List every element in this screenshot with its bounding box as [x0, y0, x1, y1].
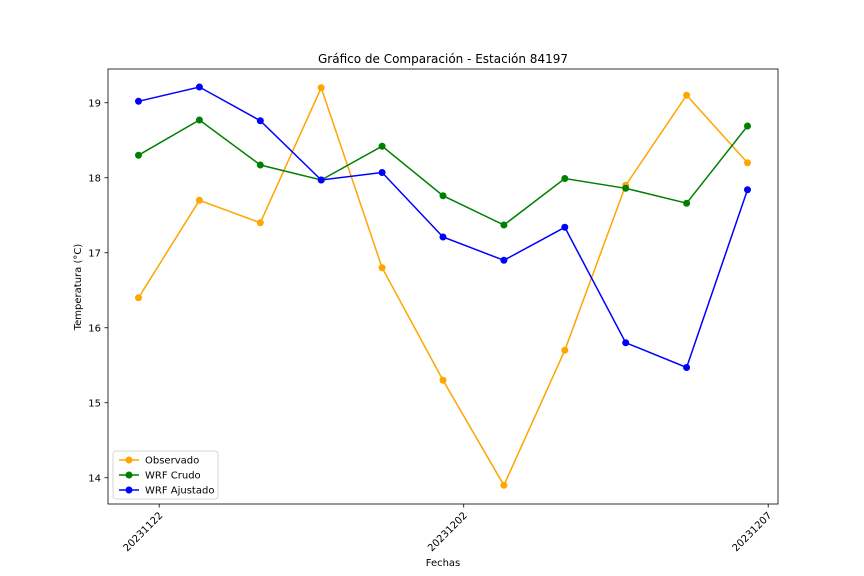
data-point	[135, 151, 142, 159]
legend-swatch-marker	[125, 471, 133, 479]
data-point	[195, 196, 203, 204]
legend-item: WRF Ajustado	[119, 486, 214, 497]
plot-frame	[107, 68, 779, 505]
y-tick-label: 16	[88, 323, 101, 334]
data-point	[561, 346, 569, 354]
legend-item: Observado	[119, 456, 199, 467]
data-point	[195, 83, 203, 91]
data-point	[744, 186, 751, 194]
data-point	[500, 256, 508, 264]
x-axis-label: Fechas	[426, 558, 461, 569]
data-point	[622, 184, 630, 192]
data-point	[378, 169, 386, 176]
data-point	[256, 161, 264, 169]
data-point	[135, 294, 142, 302]
data-point	[744, 159, 751, 167]
data-point	[683, 91, 691, 99]
y-axis: 14 15 16 17 18 19	[88, 98, 108, 484]
data-point	[500, 481, 508, 489]
legend-label: WRF Ajustado	[145, 486, 214, 497]
y-tick-label: 18	[88, 173, 101, 184]
y-tick-label: 19	[88, 98, 101, 109]
legend-swatch-marker	[125, 486, 133, 494]
y-tick-label: 14	[88, 473, 101, 484]
legend-item: WRF Crudo	[119, 471, 201, 482]
data-point	[439, 233, 447, 241]
data-point	[439, 192, 447, 200]
legend-box	[112, 450, 219, 500]
legend-label: Observado	[145, 456, 199, 467]
data-point	[317, 176, 325, 184]
y-axis-label: Temperatura (°C)	[73, 244, 84, 332]
data-point	[500, 221, 508, 229]
series-wrf-ajustado	[135, 83, 751, 371]
series-layer	[135, 83, 751, 489]
data-point	[561, 223, 569, 231]
data-point	[317, 84, 325, 92]
y-tick-label: 15	[88, 398, 101, 409]
legend: Observado WRF Crudo WRF Ajustado	[112, 450, 219, 500]
data-point	[561, 175, 569, 182]
legend-label: WRF Crudo	[145, 471, 201, 482]
data-point	[256, 219, 264, 227]
data-point	[622, 339, 630, 347]
data-point	[378, 142, 386, 150]
data-point	[683, 199, 691, 207]
chart-title: Gráfico de Comparación - Estación 84197	[318, 52, 568, 66]
data-point	[256, 117, 264, 125]
data-point	[744, 122, 751, 130]
data-point	[439, 376, 447, 384]
data-point	[195, 116, 203, 124]
data-point	[135, 97, 142, 105]
legend-swatch-marker	[125, 456, 133, 464]
y-tick-label: 17	[88, 248, 101, 259]
data-point	[683, 364, 691, 371]
data-point	[378, 264, 386, 272]
